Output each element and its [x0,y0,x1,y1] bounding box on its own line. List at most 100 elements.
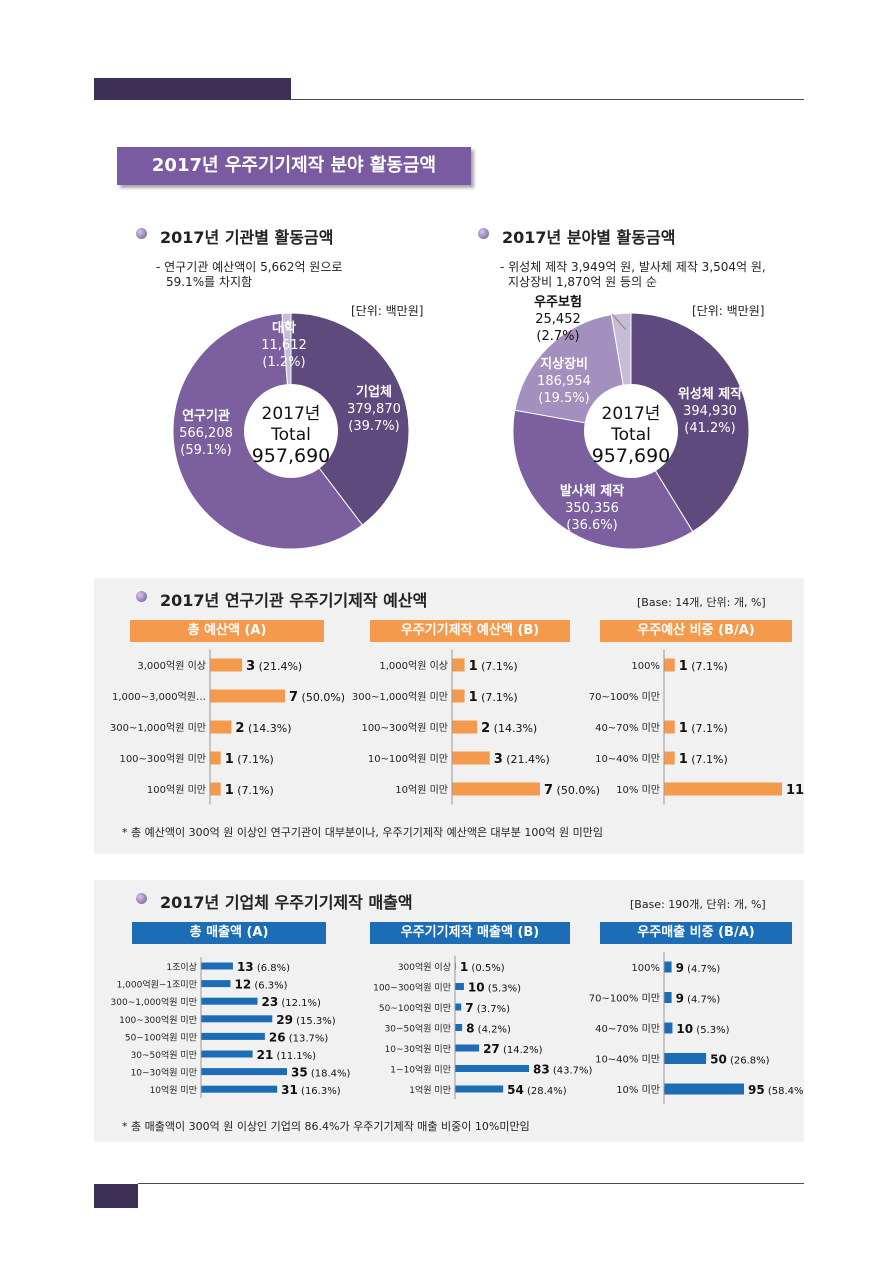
panel2-bar-charts: 1조이상 13 (6.8%) 1,000억원~1조미만 12 (6.3%) 300~1,… [111,951,804,1105]
slice-label: 연구기관 [182,408,230,424]
value-label: 26 (13.7%) [269,1030,329,1044]
bar [452,782,540,796]
panel2-base: [Base: 190개, 단위: 개, %] [630,898,766,911]
bar [455,1065,529,1072]
category-label: 40~70% 미만 [595,722,660,734]
panel1-heading: 2017년 연구기관 우주기기제작 예산액 [160,591,428,610]
left-pie-unit: [단위: 백만원] [351,304,424,318]
category-label: 100~300억원 미만 [361,722,448,734]
bar [201,1032,265,1040]
category-label: 300~1,000억원 미만 [110,722,206,734]
category-label: 300억원 이상 [398,961,451,973]
pie-slice [290,312,410,526]
bar [664,992,672,1003]
slice-label: 566,208 [179,426,233,441]
category-label: 10% 미만 [616,1084,660,1096]
category-label: 10~40% 미만 [595,753,660,765]
slice-label: (1.2%) [262,355,305,370]
bar [455,1024,463,1031]
value-label: 29 (15.3%) [276,1013,336,1027]
category-label: 1,000억원 이상 [379,660,448,672]
value-label: 3 (21.4%) [494,752,550,767]
value-label: 3 (21.4%) [246,659,302,674]
value-label: 12 (6.3%) [234,978,287,992]
value-label: 7 (3.7%) [465,1001,510,1015]
left-pie-heading: 2017년 기관별 활동금액 [160,228,334,247]
slice-label: (36.6%) [566,518,617,533]
category-label: 50~100억원 미만 [125,1031,197,1043]
category-label: 100~300억원 미만 [373,982,451,994]
value-label: 1 (7.1%) [679,721,728,736]
right-pie-unit: [단위: 백만원] [692,304,765,318]
bar [455,1044,480,1052]
category-label: 100억원 미만 [147,784,206,796]
pie-slice [512,409,694,550]
value-label: 1 (7.1%) [225,752,274,767]
panel2-footnote: * 총 매출액이 300억 원 이상인 기업의 86.4%가 우주기기제작 매출… [122,1120,530,1133]
value-label: 27 (14.2%) [483,1042,543,1056]
value-label: 1 (7.1%) [225,783,274,798]
bar [455,983,464,990]
pie-slice [630,312,750,533]
category-label: 10억원 미만 [150,1084,197,1096]
left-pie-note-1: - 연구기관 예산액이 5,662억 원으로 [156,260,343,274]
value-label: 13 (6.8%) [237,960,290,974]
panel1-pill-a: 총 예산액 (A) [130,620,324,642]
bar [455,1003,462,1011]
category-label: 30~50억원 미만 [385,1023,451,1035]
bar [455,1085,504,1093]
panel2-pill-a: 총 매출액 (A) [132,922,326,944]
slice-label: (2.7%) [536,329,579,344]
category-label: 100~300억원 미만 [119,1014,197,1026]
category-label: 100% [631,963,660,974]
slice-label: 25,452 [535,312,581,327]
value-label: 50 (26.8%) [710,1053,770,1067]
slice-label: (41.2%) [684,421,735,436]
bar [210,689,285,703]
value-label: 83 (43.7%) [533,1063,593,1077]
value-label: 9 (4.7%) [676,992,721,1006]
value-label: 9 (4.7%) [676,961,721,975]
value-label: 23 (12.1%) [262,995,322,1009]
bar [664,1022,673,1034]
bar [201,997,258,1005]
value-label: 1 (7.1%) [679,659,728,674]
left-pie-note-2: 59.1%를 차지함 [166,275,253,289]
value-label: 7 (50.0%) [544,783,600,798]
bullet-icon [478,228,489,239]
value-label: 2 (14.3%) [235,721,291,736]
panel2-pill-c: 우주매출 비중 (B/A) [600,922,792,944]
header-rule [291,99,804,100]
slice-label: 기업체 [356,385,392,400]
value-label: 10 (5.3%) [468,981,521,995]
category-label: 1,000억원~1조미만 [117,979,197,991]
category-label: 10억원 미만 [395,784,448,796]
bar [664,751,675,765]
header-bar [94,78,291,100]
slice-label: 우주보험 [534,294,582,310]
center-total-label: Total [270,425,311,445]
bar [664,782,782,796]
bar [664,961,672,973]
value-label: 8 (4.2%) [466,1022,511,1036]
value-label: 7 (50.0%) [289,690,345,705]
bar [201,1085,278,1093]
category-label: 40~70% 미만 [595,1023,660,1035]
panel1-pill-b: 우주기기제작 예산액 (B) [370,620,570,642]
category-label: 50~100억원 미만 [379,1002,451,1014]
slice-label: 지상장비 [540,356,588,372]
category-label: 70~100% 미만 [589,993,660,1005]
category-label: 3,000억원 이상 [137,660,206,672]
slice-label: (59.1%) [180,443,231,458]
center-year: 2017년 [262,404,321,424]
slice-label: 186,954 [537,374,591,389]
slice-label: 위성체 제작 [678,386,742,402]
panel1-bar-charts: 3,000억원 이상 3 (21.4%) 1,000~3,000억원… 7 (50.0… [110,649,804,805]
slice-label: 394,930 [683,404,737,419]
value-label: 2 (14.3%) [481,721,537,736]
slice-label: (39.7%) [348,419,399,434]
value-label: 21 (11.1%) [257,1048,317,1062]
category-label: 100% [631,661,660,672]
right-pie-note-2: 지상장비 1,870억 원 등의 순 [508,275,657,289]
panel1-footnote: * 총 예산액이 300억 원 이상인 연구기관이 대부분이나, 우주기기제작 … [122,826,604,839]
